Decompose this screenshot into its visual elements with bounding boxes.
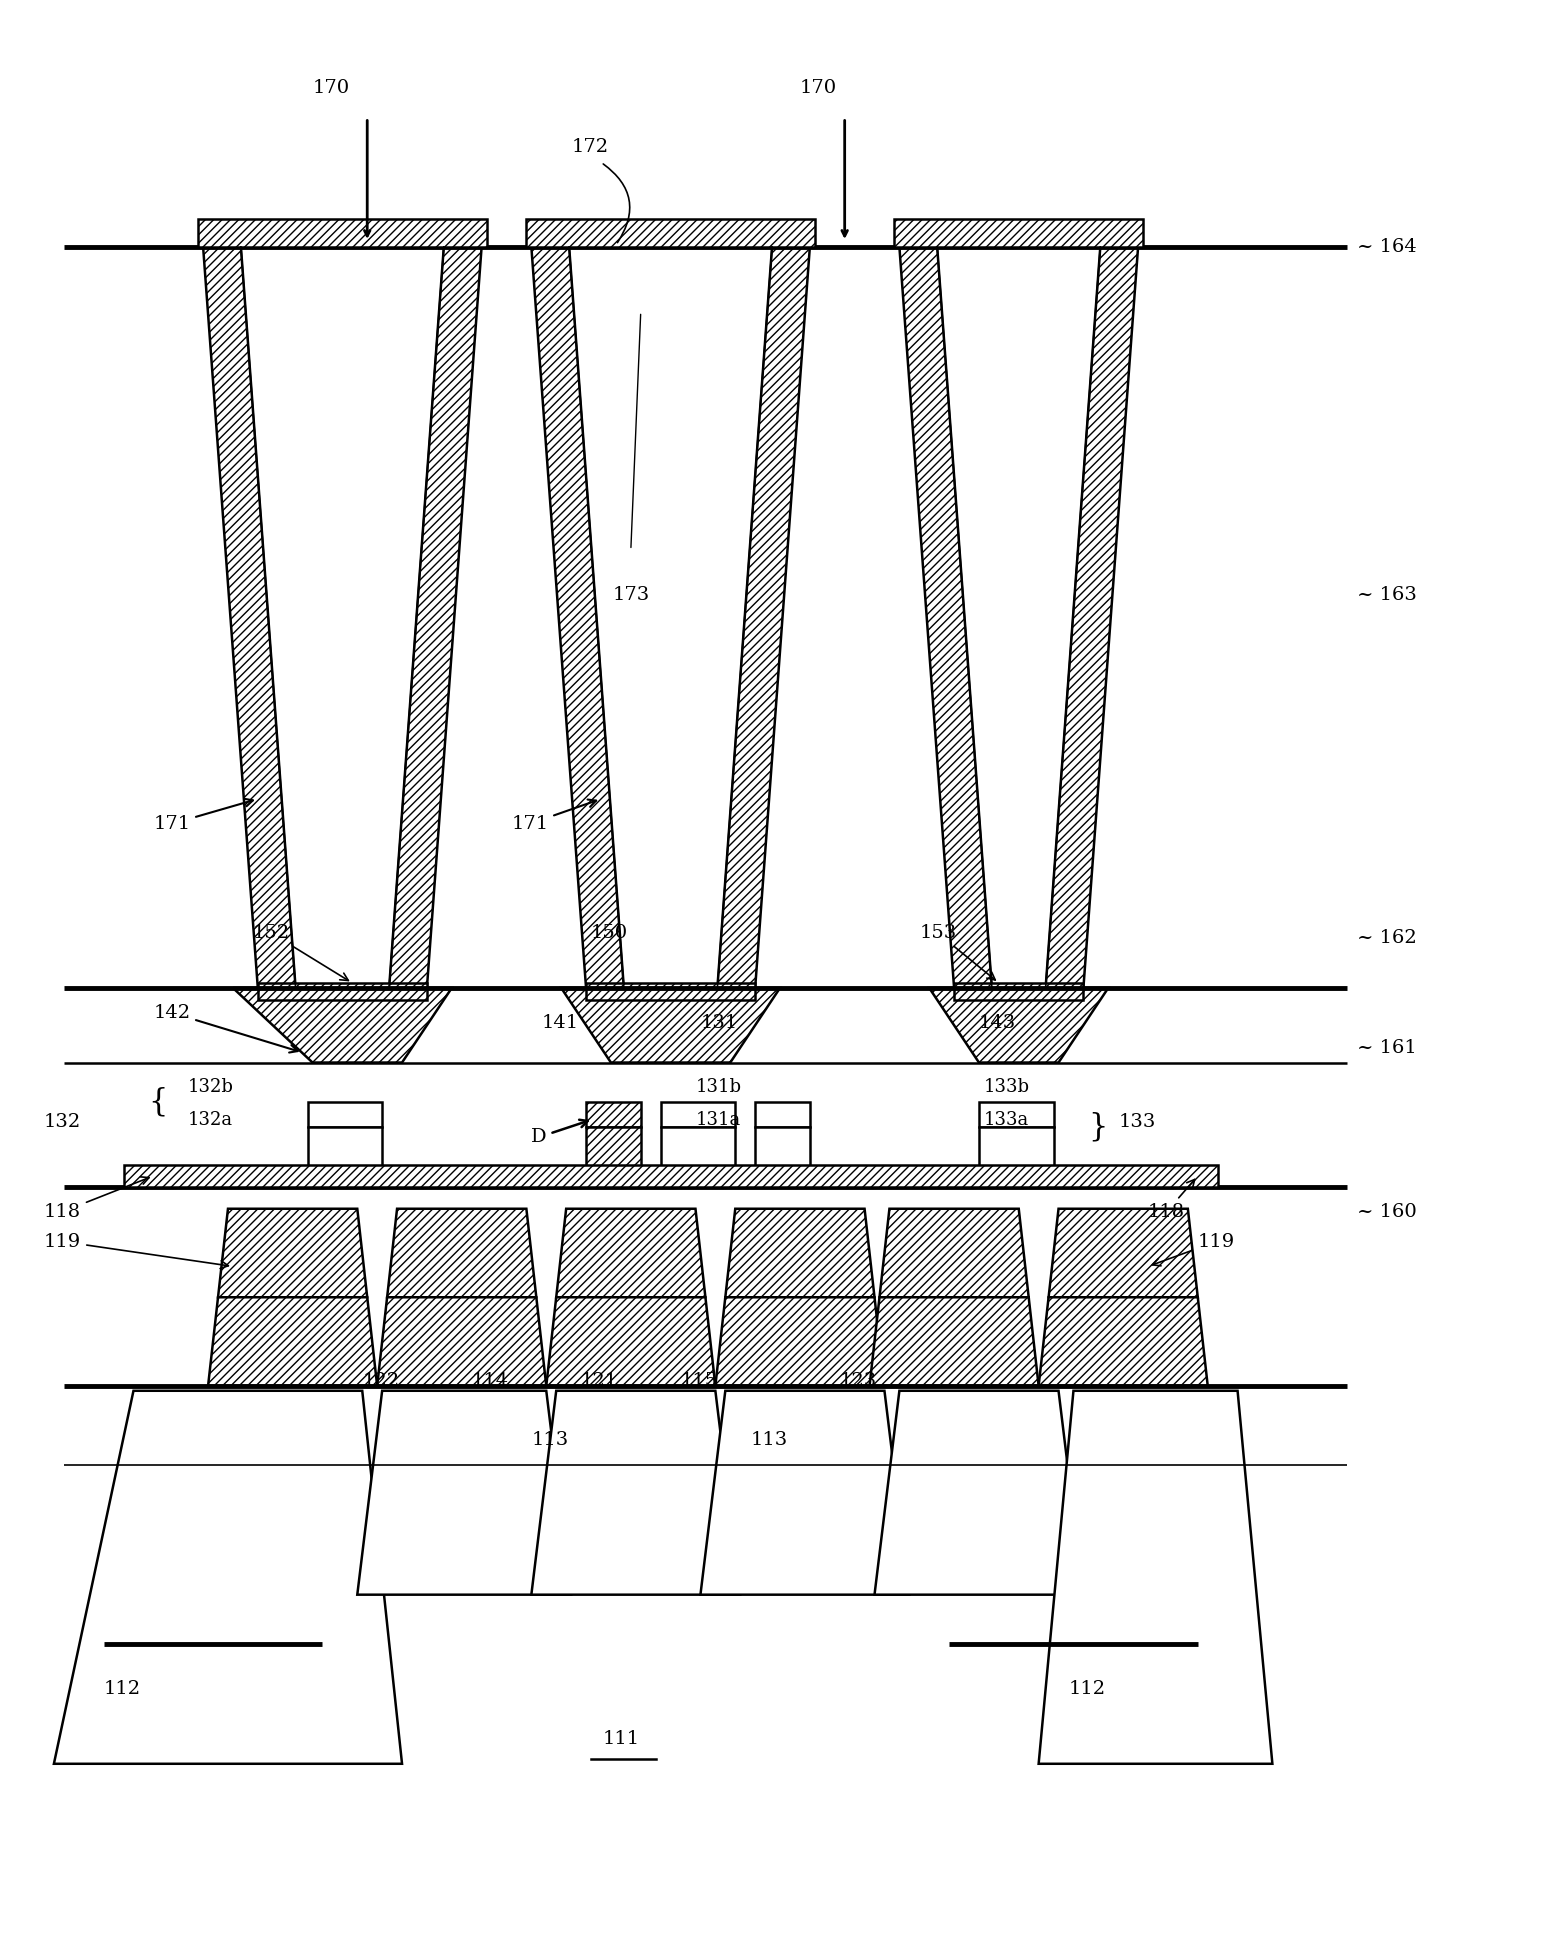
Polygon shape <box>241 247 443 988</box>
Text: 113: 113 <box>751 1432 788 1449</box>
Bar <box>895 218 1142 247</box>
Text: {: { <box>149 1087 168 1118</box>
Polygon shape <box>879 1210 1028 1297</box>
Text: 170: 170 <box>312 78 349 97</box>
Polygon shape <box>378 1297 547 1385</box>
Text: 115: 115 <box>680 1371 718 1389</box>
Bar <box>979 1128 1053 1186</box>
Text: 119: 119 <box>44 1233 229 1268</box>
Text: ~ 161: ~ 161 <box>1357 1038 1417 1056</box>
Polygon shape <box>1048 1210 1197 1297</box>
Polygon shape <box>718 247 810 988</box>
Text: 118: 118 <box>1149 1179 1194 1221</box>
Text: 170: 170 <box>799 78 837 97</box>
Text: ~ 164: ~ 164 <box>1357 238 1417 255</box>
Polygon shape <box>204 247 296 988</box>
Text: 121: 121 <box>581 1371 619 1389</box>
Bar <box>661 1103 735 1128</box>
Bar <box>661 1128 735 1186</box>
Text: 112: 112 <box>1069 1679 1106 1699</box>
Text: 131a: 131a <box>696 1110 741 1130</box>
Text: 111: 111 <box>602 1730 639 1747</box>
Text: 131: 131 <box>700 1013 738 1032</box>
Polygon shape <box>929 988 1108 1062</box>
Polygon shape <box>357 1391 570 1595</box>
Text: 112: 112 <box>103 1679 141 1699</box>
Text: 171: 171 <box>154 799 252 834</box>
Text: 150: 150 <box>591 923 628 943</box>
Bar <box>307 1128 382 1186</box>
Text: 113: 113 <box>531 1432 569 1449</box>
Polygon shape <box>874 1391 1083 1595</box>
Text: 153: 153 <box>920 923 995 980</box>
Polygon shape <box>1039 1297 1208 1385</box>
Bar <box>307 1103 382 1128</box>
Polygon shape <box>53 1391 403 1763</box>
Text: 131b: 131b <box>696 1079 741 1097</box>
Bar <box>586 1128 641 1186</box>
Text: 173: 173 <box>613 586 649 604</box>
Text: 132: 132 <box>44 1112 81 1132</box>
Bar <box>586 984 755 999</box>
Text: 123: 123 <box>840 1371 878 1389</box>
Text: 172: 172 <box>570 138 608 156</box>
Text: }: } <box>1089 1112 1108 1143</box>
Bar <box>586 1103 641 1128</box>
Text: 114: 114 <box>472 1371 509 1389</box>
Polygon shape <box>716 1297 884 1385</box>
Text: ~ 160: ~ 160 <box>1357 1202 1417 1221</box>
Text: 152: 152 <box>252 923 348 980</box>
Bar <box>755 1103 810 1128</box>
Polygon shape <box>556 1210 705 1297</box>
Polygon shape <box>561 988 780 1062</box>
Polygon shape <box>218 1210 367 1297</box>
Polygon shape <box>1039 1391 1272 1763</box>
Text: 142: 142 <box>154 1003 298 1052</box>
Text: 133b: 133b <box>984 1079 1030 1097</box>
Text: ~ 163: ~ 163 <box>1357 586 1417 604</box>
Text: ~ 162: ~ 162 <box>1357 929 1417 947</box>
Polygon shape <box>233 988 451 1062</box>
Bar <box>527 218 815 247</box>
Text: 132a: 132a <box>188 1110 233 1130</box>
Text: 141: 141 <box>541 1013 578 1032</box>
Text: 133: 133 <box>1119 1112 1155 1132</box>
Text: 143: 143 <box>979 1013 1017 1032</box>
Bar <box>197 218 487 247</box>
Polygon shape <box>531 1391 740 1595</box>
Text: 133a: 133a <box>984 1110 1030 1130</box>
Polygon shape <box>569 247 773 988</box>
Polygon shape <box>208 1297 378 1385</box>
Polygon shape <box>389 247 481 988</box>
Text: 122: 122 <box>362 1371 400 1389</box>
Polygon shape <box>1045 247 1138 988</box>
Polygon shape <box>387 1210 536 1297</box>
Bar <box>124 1165 1218 1186</box>
Text: 119: 119 <box>1152 1233 1235 1266</box>
Text: 171: 171 <box>511 799 595 834</box>
Polygon shape <box>937 247 1100 988</box>
Polygon shape <box>700 1391 909 1595</box>
Polygon shape <box>870 1297 1039 1385</box>
Text: D: D <box>531 1120 588 1145</box>
Bar <box>979 1103 1053 1128</box>
Bar <box>755 1128 810 1186</box>
Polygon shape <box>531 247 624 988</box>
Polygon shape <box>899 247 992 988</box>
Bar <box>954 984 1083 999</box>
Text: 118: 118 <box>44 1177 149 1221</box>
Text: 132b: 132b <box>188 1079 233 1097</box>
Polygon shape <box>726 1210 874 1297</box>
Polygon shape <box>547 1297 716 1385</box>
Bar <box>259 984 426 999</box>
